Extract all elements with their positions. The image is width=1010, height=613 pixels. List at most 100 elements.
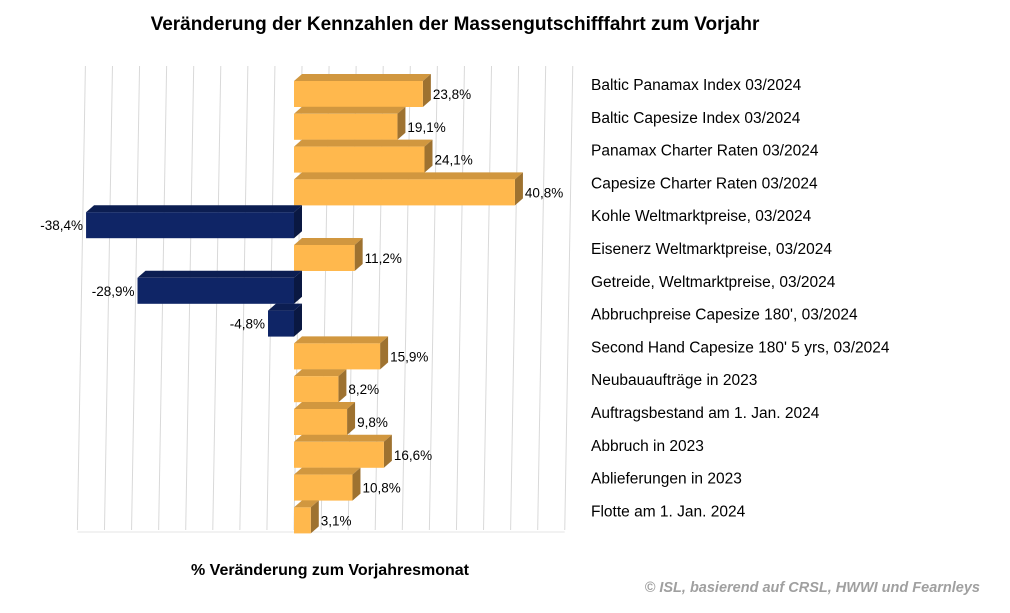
category-labels: Baltic Panamax Index 03/2024 Baltic Capes…	[591, 77, 890, 520]
value-label: 11,2%	[365, 251, 402, 266]
bar-top	[294, 172, 523, 180]
category-label: Flotte am 1. Jan. 2024	[591, 503, 746, 520]
bars	[86, 74, 523, 534]
bar	[294, 336, 389, 370]
bar	[294, 74, 431, 107]
grid-line	[455, 65, 465, 531]
bar-side	[294, 205, 302, 239]
bar-side	[380, 336, 389, 370]
category-label: Auftragsbestand am 1. Jan. 2024	[591, 405, 820, 422]
value-label: 8,2%	[348, 382, 379, 397]
bar	[294, 106, 406, 140]
bar-front	[294, 81, 423, 107]
bar-front	[294, 343, 381, 370]
value-label: 3,1%	[321, 513, 352, 528]
category-label: Ablieferungen in 2023	[591, 471, 742, 488]
bar-top	[294, 434, 392, 442]
bar	[294, 238, 363, 271]
bar-front	[294, 376, 339, 403]
bar-top	[268, 303, 302, 311]
value-label: 10,8%	[362, 481, 400, 496]
bar-front	[294, 507, 311, 534]
bar-side	[397, 106, 406, 140]
category-label: Baltic Panamax Index 03/2024	[591, 77, 802, 94]
bar	[268, 303, 302, 337]
bar	[294, 500, 319, 534]
bar-front	[268, 310, 294, 337]
bar-front	[86, 212, 295, 239]
bar-front	[294, 441, 384, 468]
grid-line	[537, 65, 547, 531]
value-label: 15,9%	[390, 349, 428, 364]
bar-side	[424, 139, 433, 173]
bar-top	[294, 106, 406, 114]
category-label: Baltic Capesize Index 03/2024	[591, 110, 801, 127]
grid-line	[428, 65, 438, 531]
bar-front	[137, 277, 294, 304]
bar	[294, 139, 433, 173]
category-label: Panamax Charter Raten 03/2024	[591, 143, 819, 160]
category-label: Eisenerz Weltmarktpreise, 03/2024	[591, 241, 832, 258]
bar-side	[310, 500, 319, 534]
category-label: Abbruchpreise Capesize 180', 03/2024	[591, 307, 858, 324]
bar-side	[294, 303, 302, 337]
bar-top	[294, 336, 389, 344]
category-label: Kohle Weltmarktpreise, 03/2024	[591, 208, 812, 225]
bar	[137, 270, 302, 304]
bar-top	[294, 500, 319, 508]
bar-side	[422, 74, 431, 107]
bar-top	[137, 270, 302, 278]
bar-side	[347, 402, 356, 435]
bar-front	[294, 146, 425, 173]
bar	[86, 205, 303, 239]
bar-front	[294, 409, 348, 435]
value-label: 19,1%	[407, 120, 445, 135]
bar-top	[294, 139, 433, 147]
bar-top	[294, 369, 347, 377]
bar-side	[514, 172, 523, 206]
x-axis-label: % Veränderung zum Vorjahresmonat	[191, 562, 469, 579]
bar	[294, 434, 392, 468]
category-label: Getreide, Weltmarktpreise, 03/2024	[591, 274, 836, 291]
grid-line	[564, 65, 574, 531]
bar-top	[294, 467, 361, 475]
bar-top	[294, 74, 431, 81]
bar-front	[294, 245, 355, 271]
bar-side	[383, 434, 392, 468]
bar-side	[338, 369, 347, 403]
bar-side	[354, 238, 363, 271]
category-label: Capesize Charter Raten 03/2024	[591, 175, 818, 192]
grid-line	[131, 65, 141, 531]
bar	[294, 369, 347, 403]
value-label: 40,8%	[525, 185, 563, 200]
value-label: -38,4%	[40, 218, 83, 233]
bar-side	[352, 467, 361, 501]
bar-top	[294, 402, 356, 409]
source-note: © ISL, basierend auf CRSL, HWWI und Fear…	[644, 580, 980, 596]
bar-top	[294, 238, 363, 245]
bar-front	[294, 113, 398, 140]
value-labels: 23,8% 19,1% 24,1% 40,8% -38,4% 11,2% -28,9% -4,…	[40, 87, 563, 528]
bar-front	[294, 179, 515, 206]
bar	[294, 172, 523, 206]
value-label: 24,1%	[435, 153, 473, 168]
category-label: Abbruch in 2023	[591, 438, 704, 455]
value-label: 16,6%	[394, 448, 432, 463]
grid-line	[76, 65, 86, 531]
grid-line	[103, 65, 113, 531]
category-label: Second Hand Capesize 180' 5 yrs, 03/2024	[591, 339, 890, 356]
bar-side	[294, 270, 302, 304]
grid-line	[510, 65, 520, 531]
bar	[294, 402, 356, 435]
grid-line	[483, 65, 493, 531]
bar-front	[294, 474, 353, 501]
value-label: -28,9%	[92, 284, 135, 299]
value-label: 23,8%	[433, 87, 471, 102]
value-label: 9,8%	[357, 415, 388, 430]
bar	[294, 467, 361, 501]
value-label: -4,8%	[230, 317, 265, 332]
bar-top	[86, 205, 303, 213]
chart-title: Veränderung der Kennzahlen der Massengut…	[150, 14, 760, 35]
category-label: Neubauaufträge in 2023	[591, 372, 757, 389]
